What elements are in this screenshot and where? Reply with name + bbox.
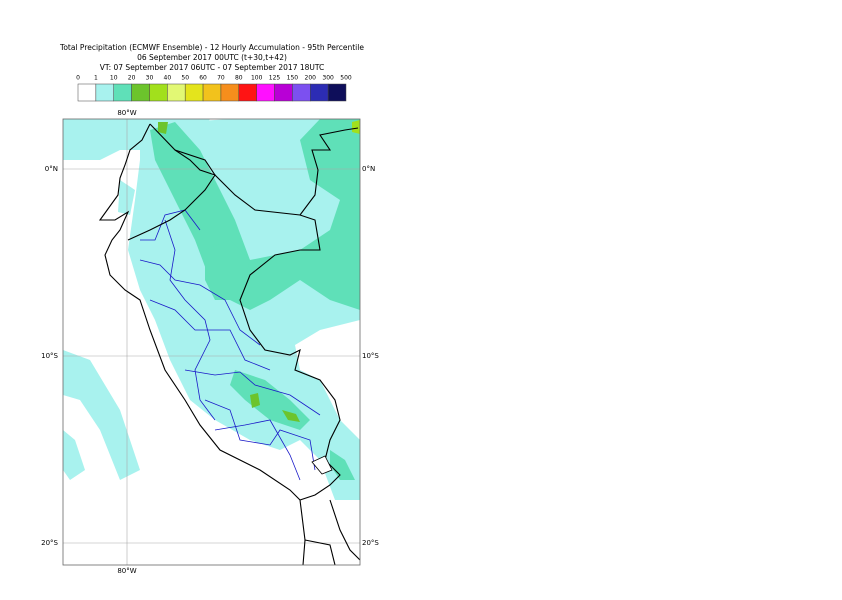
legend-label: 0: [76, 75, 80, 82]
precip-area: [352, 120, 360, 134]
legend-swatch: [113, 83, 132, 102]
lat-label: 0°N: [362, 165, 375, 173]
precip-area: [205, 240, 250, 300]
legend-label: 70: [217, 75, 225, 82]
legend-label: 50: [181, 75, 189, 82]
legend-swatch: [274, 83, 293, 102]
legend-label: 80: [235, 75, 243, 82]
map: [63, 119, 360, 565]
lat-label: 10°S: [362, 352, 379, 360]
lat-label: 0°N: [45, 165, 58, 173]
legend-label: 40: [164, 75, 172, 82]
precip-area: [250, 393, 260, 408]
legend-swatch: [95, 83, 114, 102]
legend-label: 500: [340, 75, 352, 82]
legend-label: 1: [94, 75, 98, 82]
precip-area: [150, 119, 360, 310]
subtitle: 06 September 2017 00UTC (t+30,t+42): [137, 53, 287, 62]
legend-swatch: [202, 83, 222, 102]
legend-swatch: [310, 83, 329, 102]
precip-area: [63, 430, 85, 480]
precip-area: [118, 180, 135, 215]
lat-label: 20°S: [41, 539, 58, 547]
legend-label: 125: [269, 75, 281, 82]
legend-label: 60: [199, 75, 207, 82]
borders: [98, 123, 360, 565]
legend-swatch: [131, 83, 150, 102]
legend-label: 20: [128, 75, 136, 82]
precip-area: [63, 350, 140, 480]
legend-swatch: [149, 83, 168, 102]
lon-label: 80°W: [117, 109, 136, 117]
legend-swatch: [184, 83, 204, 102]
legend-swatch: [292, 83, 311, 102]
lon-label: 80°W: [117, 567, 136, 575]
lake: [311, 455, 333, 475]
lat-label: 10°S: [41, 352, 58, 360]
lat-label: 20°S: [362, 539, 379, 547]
legend-swatch: [167, 83, 186, 102]
admin-boundaries: [139, 209, 321, 481]
legend-label: 30: [146, 75, 154, 82]
map-frame: [62, 118, 361, 566]
legend-label: 100: [251, 75, 263, 82]
precip-area: [330, 450, 355, 480]
title: Total Precipitation (ECMWF Ensemble) - 1…: [59, 43, 364, 52]
legend-label: 200: [305, 75, 317, 82]
legend-swatch: [238, 83, 257, 102]
legend-label: 150: [287, 75, 299, 82]
subtitle: VT: 07 September 2017 06UTC - 07 Septemb…: [100, 63, 325, 72]
legend-swatch: [220, 83, 240, 102]
legend-swatch: [77, 83, 97, 102]
precip-area: [282, 410, 300, 422]
legend-swatch: [327, 83, 347, 102]
legend-swatch: [256, 83, 275, 102]
legend-label: 300: [322, 75, 334, 82]
precip-area: [158, 122, 168, 134]
legend: 0 1 10 20 30 40 50 60 70 80 100 125 150 200 300 500: [76, 75, 352, 102]
legend-label: 10: [110, 75, 118, 82]
